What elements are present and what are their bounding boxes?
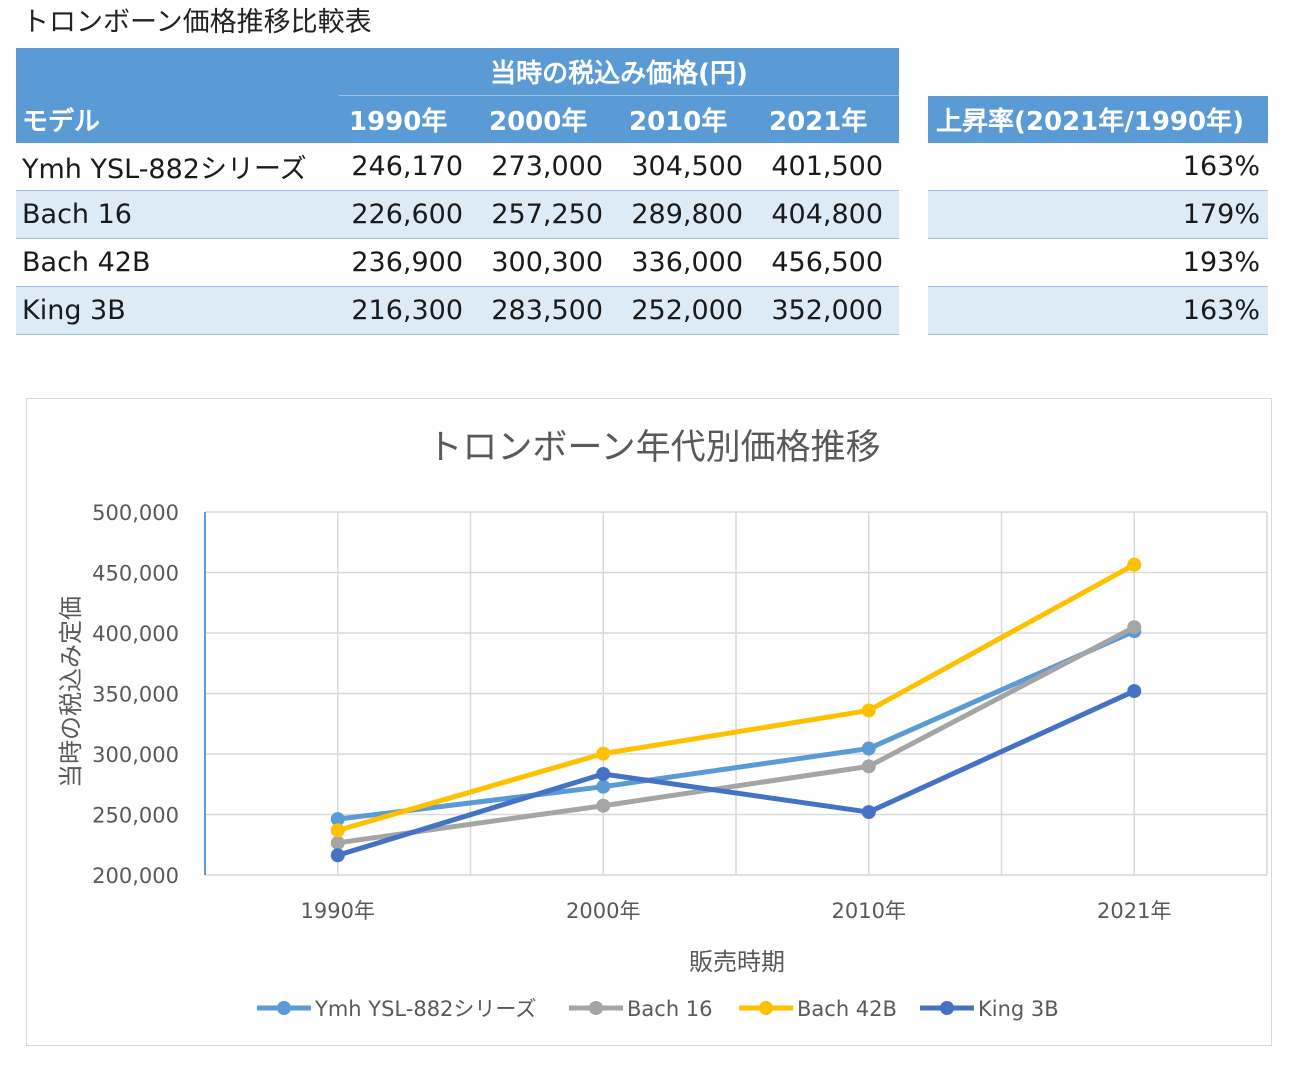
x-tick-label: 2010年 [832, 899, 906, 923]
legend-label: Bach 16 [627, 997, 713, 1021]
sheet-title: トロンボーン価格推移比較表 [22, 7, 372, 38]
model-cell: Bach 42B [16, 238, 339, 287]
y-tick-label: 500,000 [92, 501, 179, 525]
data-point [596, 746, 611, 761]
year-header: 2010年 [619, 95, 759, 143]
y-tick-label: 350,000 [92, 683, 179, 707]
price-cell: 304,500 [619, 143, 759, 191]
price-cell: 252,000 [619, 286, 759, 335]
year-header: 2021年 [759, 95, 900, 143]
rate-cell: 163% [928, 143, 1268, 191]
table-row: King 3B 216,300 283,500 252,000 352,000 [16, 286, 900, 335]
table-row: 193% [928, 238, 1268, 287]
table-row: 163% [928, 143, 1268, 191]
legend-label: Ymh YSL-882シリーズ [314, 997, 536, 1021]
data-point [330, 835, 345, 850]
header-blank-cell [16, 48, 339, 96]
data-point [330, 812, 345, 827]
model-cell: Ymh YSL-882シリーズ [16, 143, 339, 191]
year-header: 1990年 [339, 95, 479, 143]
price-cell: 226,600 [339, 190, 479, 239]
price-cell: 283,500 [479, 286, 619, 335]
data-point [596, 766, 611, 781]
table-row: Bach 42B 236,900 300,300 336,000 456,500 [16, 238, 900, 287]
price-cell: 336,000 [619, 238, 759, 287]
legend-swatch-marker [589, 1001, 603, 1015]
line-chart: トロンボーン年代別価格推移 200,000 250,000 300,000 350,0… [26, 398, 1272, 1046]
legend-swatch-marker [277, 1001, 291, 1015]
y-tick-label: 250,000 [92, 804, 179, 828]
data-point [330, 823, 345, 838]
x-axis-title: 販売時期 [689, 948, 785, 976]
x-tick-label: 1990年 [301, 899, 375, 923]
rate-cell: 163% [928, 286, 1268, 335]
table-row: 179% [928, 190, 1268, 239]
rate-cell: 193% [928, 238, 1268, 287]
price-table: 当時の税込み価格(円) モデル 1990年 2000年 2010年 2021年 … [16, 48, 900, 335]
data-point [861, 741, 876, 756]
price-cell: 236,900 [339, 238, 479, 287]
price-cell: 352,000 [759, 286, 900, 335]
rate-table: 上昇率(2021年/1990年) 163% 179% 193% 163% [928, 96, 1268, 335]
chart-canvas: トロンボーン年代別価格推移 200,000 250,000 300,000 350,0… [57, 428, 1268, 1021]
x-tick-label: 2000年 [566, 899, 640, 923]
legend-label: Bach 42B [797, 997, 897, 1021]
table-row: Ymh YSL-882シリーズ 246,170 273,000 304,500 … [16, 143, 900, 191]
price-cell: 246,170 [339, 143, 479, 191]
data-point [1127, 557, 1142, 572]
data-point [861, 759, 876, 774]
group-header: 当時の税込み価格(円) [339, 48, 900, 96]
rate-header: 上昇率(2021年/1990年) [928, 96, 1268, 143]
legend-label: King 3B [978, 997, 1059, 1021]
y-tick-label: 400,000 [92, 622, 179, 646]
data-point [596, 798, 611, 813]
price-cell: 456,500 [759, 238, 900, 287]
rate-cell: 179% [928, 190, 1268, 239]
data-point [1127, 620, 1142, 635]
model-header: モデル [16, 95, 339, 143]
price-cell: 404,800 [759, 190, 900, 239]
data-point [1127, 684, 1142, 699]
chart-title: トロンボーン年代別価格推移 [427, 428, 880, 468]
data-point [330, 848, 345, 863]
price-cell: 273,000 [479, 143, 619, 191]
model-cell: King 3B [16, 286, 339, 335]
data-point [861, 805, 876, 820]
series-line [337, 562, 1136, 833]
x-tick-label: 2021年 [1097, 899, 1171, 923]
data-point [596, 779, 611, 794]
series-line [337, 624, 1136, 846]
price-cell: 300,300 [479, 238, 619, 287]
data-point [861, 703, 876, 718]
y-axis-title: 当時の税込み定価 [57, 596, 85, 788]
model-cell: Bach 16 [16, 190, 339, 239]
y-tick-label: 450,000 [92, 562, 179, 586]
price-cell: 216,300 [339, 286, 479, 335]
table-row: Bach 16 226,600 257,250 289,800 404,800 [16, 190, 900, 239]
series-line [337, 628, 1136, 822]
price-cell: 401,500 [759, 143, 900, 191]
series-line [337, 688, 1136, 858]
price-cell: 257,250 [479, 190, 619, 239]
y-tick-label: 300,000 [92, 743, 179, 767]
y-tick-label: 200,000 [92, 864, 179, 888]
legend-swatch-marker [940, 1001, 954, 1015]
legend-swatch-marker [759, 1001, 773, 1015]
price-cell: 289,800 [619, 190, 759, 239]
year-header: 2000年 [479, 95, 619, 143]
table-row: 163% [928, 286, 1268, 335]
